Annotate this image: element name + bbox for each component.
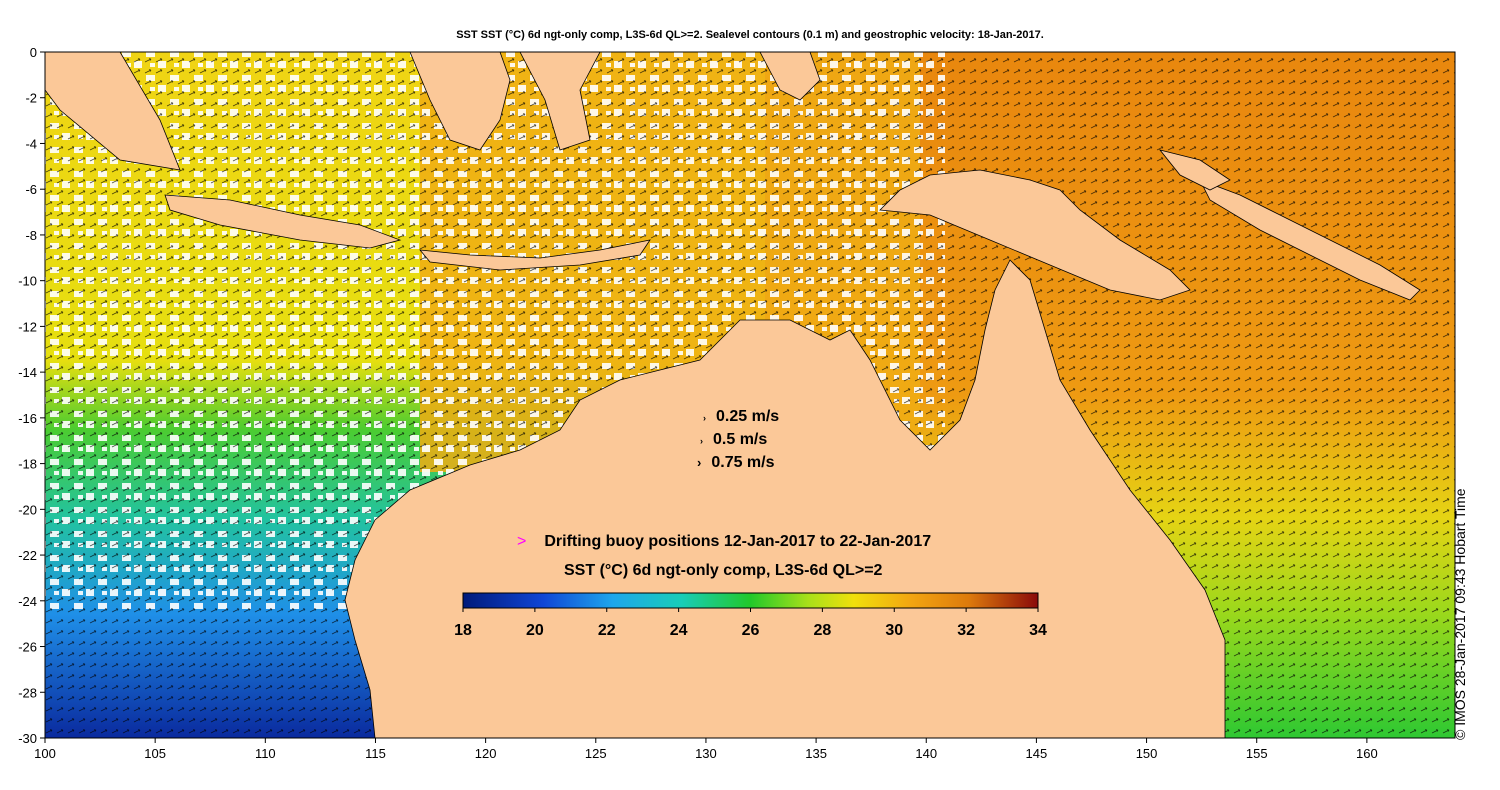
land-borneo — [409, 52, 511, 151]
velocity-legend-075-label: 0.75 m/s — [711, 454, 775, 471]
colorbar-tick-label: 22 — [598, 622, 616, 639]
land-masses — [45, 52, 1421, 738]
colorbar-tick-label: 34 — [1029, 622, 1047, 639]
land-timor-nusa — [419, 239, 651, 271]
buoy-legend-label: Drifting buoy positions 12-Jan-2017 to 2… — [544, 533, 932, 550]
velocity-legend-05-label: 0.5 m/s — [713, 431, 768, 448]
map-title: SST SST (°C) 6d ngt-only comp, L3S-6d QL… — [456, 29, 1044, 41]
colorbar-tick-label: 30 — [885, 622, 903, 639]
land-halmahera — [759, 52, 821, 101]
colorbar-label: SST (°C) 6d ngt-only comp, L3S-6d QL>=2 — [564, 562, 883, 579]
x-axis: 100 105 110 115 120 125 130 135 140 145 150 155 160 — [34, 738, 1378, 761]
land-bismarck-solomon — [1199, 179, 1421, 301]
x-tick-label: 140 — [915, 746, 937, 761]
x-tick-label: 100 — [34, 746, 56, 761]
velocity-legend-05: › 0.5 m/s — [700, 431, 767, 449]
y-tick-label: -4 — [25, 136, 37, 151]
y-tick-label: -30 — [18, 731, 37, 746]
velocity-arrow-icon: › — [697, 455, 702, 470]
y-tick-label: -22 — [18, 548, 37, 563]
y-tick-label: -28 — [18, 685, 37, 700]
plot-frame — [44, 51, 1456, 739]
x-tick-label: 145 — [1026, 746, 1048, 761]
y-tick-label: -8 — [25, 228, 37, 243]
colorbar-tick-label: 20 — [526, 622, 544, 639]
colorbar-tick-label: 28 — [813, 622, 831, 639]
colorbar: 18 20 22 24 26 28 30 32 34 — [454, 592, 1047, 639]
land-new-britain — [1158, 149, 1231, 191]
velocity-legend-025: › 0.25 m/s — [703, 408, 779, 426]
land-australia — [344, 259, 1226, 738]
x-tick-label: 120 — [475, 746, 497, 761]
y-tick-label: -6 — [25, 182, 37, 197]
x-tick-label: 150 — [1136, 746, 1158, 761]
velocity-legend-075: › 0.75 m/s — [697, 454, 775, 472]
land-sumatra — [45, 52, 181, 171]
colorbar-tick-label: 26 — [742, 622, 760, 639]
velocity-legend-025-label: 0.25 m/s — [716, 408, 780, 425]
x-tick-label: 135 — [805, 746, 827, 761]
x-tick-label: 155 — [1246, 746, 1268, 761]
colorbar-tick-label: 18 — [454, 622, 472, 639]
buoy-marker-icon: > — [517, 533, 527, 550]
land-java — [164, 194, 402, 249]
y-axis: 0 -2 -4 -6 -8 -10 -12 -14 -16 -18 -20 -22 -24 -26 -28 -… — [18, 45, 45, 746]
land-new-guinea — [879, 169, 1191, 301]
imos-credit: © IMOS 28-Jan-2017 09:43 Hobart Time — [1452, 488, 1468, 740]
y-tick-label: -24 — [18, 594, 37, 609]
x-tick-label: 130 — [695, 746, 717, 761]
y-tick-label: -26 — [18, 640, 37, 655]
colorbar-ticks: 18 20 22 24 26 28 30 32 34 — [454, 608, 1047, 639]
y-tick-label: -18 — [18, 457, 37, 472]
x-tick-label: 125 — [585, 746, 607, 761]
land-sulawesi — [519, 52, 601, 151]
x-tick-label: 110 — [255, 746, 276, 761]
x-tick-label: 105 — [144, 746, 166, 761]
colorbar-gradient — [462, 592, 1039, 609]
y-tick-label: -12 — [18, 319, 37, 334]
x-tick-label: 160 — [1356, 746, 1378, 761]
velocity-arrow-icon: › — [703, 413, 706, 423]
y-tick-label: 0 — [30, 45, 37, 60]
x-tick-label: 115 — [365, 746, 386, 761]
y-tick-label: -20 — [18, 502, 37, 517]
y-tick-label: -10 — [18, 274, 37, 289]
velocity-arrow-icon: › — [700, 436, 703, 446]
y-tick-label: -14 — [18, 365, 37, 380]
colorbar-tick-label: 32 — [957, 622, 975, 639]
y-tick-label: -2 — [25, 91, 37, 106]
y-tick-label: -16 — [18, 411, 37, 426]
colorbar-tick-label: 24 — [670, 622, 688, 639]
buoy-legend: > Drifting buoy positions 12-Jan-2017 to … — [517, 533, 931, 551]
